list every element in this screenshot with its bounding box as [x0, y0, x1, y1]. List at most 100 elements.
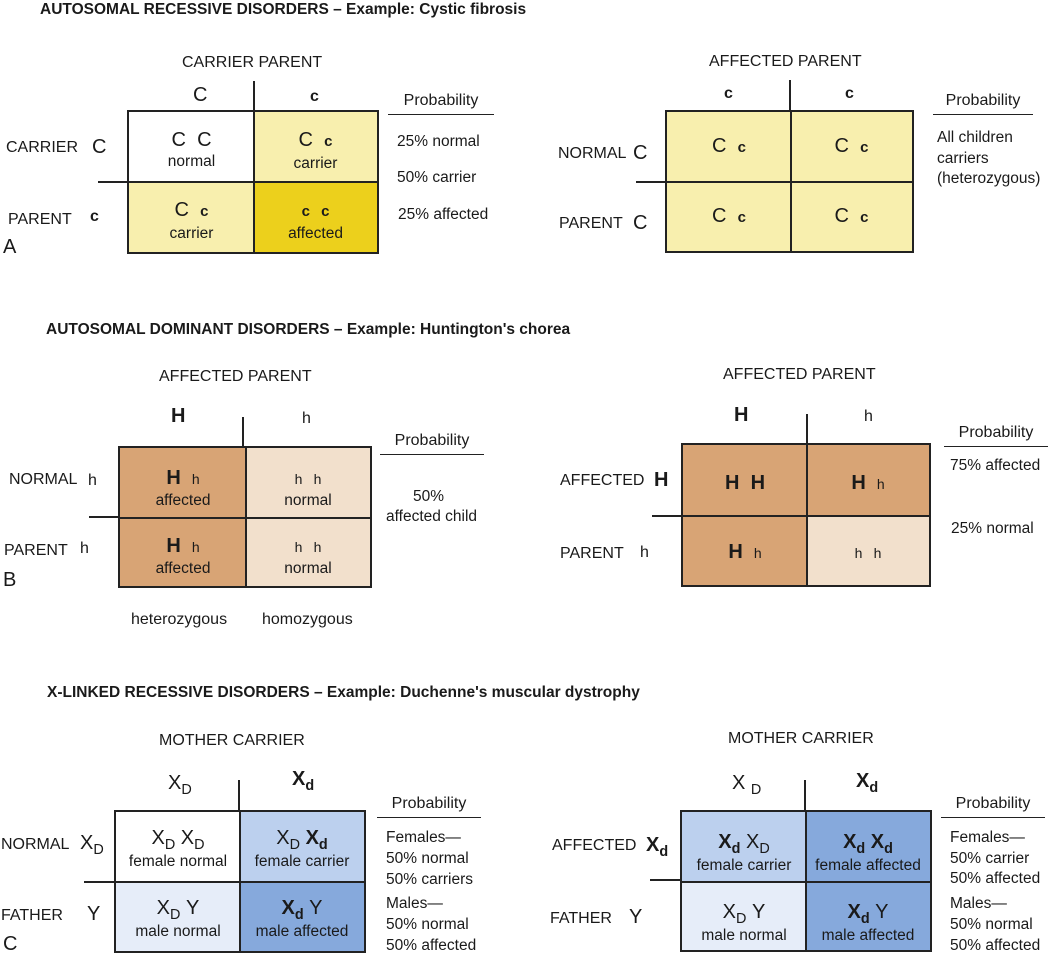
panel-b-letter: B [3, 569, 17, 591]
col-allele-1: C [193, 84, 208, 106]
prob-b-r-1: 75% affected [950, 457, 1041, 474]
prob-b-1: 50% [413, 488, 445, 505]
prob-c-r-f3: 50% affected [950, 870, 1041, 887]
prob-c-r-f2: 50% carrier [950, 850, 1030, 867]
prob-header-b-right: Probability [944, 424, 1048, 447]
col-divider-ext [806, 414, 808, 445]
cell-female-normal: XD XD female normal [116, 812, 240, 882]
col-divider-ext [804, 780, 806, 811]
cell-hh-normal-2: h h normal [246, 518, 370, 586]
prob-a-1: 25% normal [397, 133, 480, 150]
col-allele-2: h [864, 408, 873, 425]
row1-allele: C [633, 142, 648, 164]
prob-c-m1: Males— [386, 895, 443, 912]
row2-allele: Y [87, 903, 101, 925]
prob-c-r-m3: 50% affected [950, 937, 1041, 954]
cell-male-normal: XD Y male normal [682, 882, 806, 950]
cell-hh-normal: h h [807, 516, 929, 585]
row-divider-ext [98, 181, 128, 183]
cell-cc-affected: c c affected [254, 182, 377, 252]
panel-c-letter: C [3, 933, 18, 955]
cell-hh-affected-3: H h [683, 516, 807, 585]
cell-cc-carrier: C c [667, 112, 791, 182]
cell-cc-normal: C C normal [129, 112, 254, 182]
col-allele-1: H [171, 405, 186, 427]
col-divider-ext [238, 780, 240, 811]
col-allele-2: Xd [856, 770, 879, 797]
row2-label: PARENT [4, 542, 68, 559]
homozygous-label: homozygous [262, 611, 353, 628]
prob-header-b-left: Probability [380, 432, 484, 455]
punnett-square-b-right: H H H h H h h h [681, 443, 931, 587]
prob-a-r-2: carriers [937, 150, 989, 167]
affected-parent-header: AFFECTED PARENT [159, 368, 312, 385]
col-allele-2: h [302, 410, 311, 427]
prob-c-m3: 50% affected [386, 937, 477, 954]
row-divider-ext [652, 515, 682, 517]
cell-cc-carrier-2: C c carrier [129, 182, 254, 252]
row1-label: NORMAL [9, 471, 78, 488]
cell-male-affected: Xd Y male affected [806, 882, 930, 950]
row2-label: PARENT [559, 215, 623, 232]
row-divider-ext [84, 881, 116, 883]
prob-a-2: 50% carrier [397, 169, 477, 186]
row1-label: AFFECTED [560, 472, 645, 489]
punnett-square-a-right: C c C c C c C c [665, 110, 914, 253]
prob-a-r-1: All children [937, 129, 1013, 146]
row2-label: FATHER [1, 907, 63, 924]
row1-label: NORMAL [558, 145, 627, 162]
cell-hh-affected: H h affected [120, 448, 246, 518]
col-allele-2: Xd [292, 768, 315, 795]
row2-allele: C [633, 212, 648, 234]
prob-header-a-right: Probability [933, 92, 1033, 115]
cell-male-affected: Xd Y male affected [240, 882, 364, 951]
panel-c-title: X-LINKED RECESSIVE DISORDERS – Example: … [47, 684, 640, 701]
punnett-square-c-left: XD XD female normal XD Xd female carrier… [114, 810, 366, 953]
punnett-square-c-right: Xd XD female carrier Xd Xd female affect… [680, 810, 932, 952]
col-allele-1: X D [732, 772, 762, 799]
cell-hh-affected-2: H h affected [120, 518, 246, 586]
cell-hh-normal: h h normal [246, 448, 370, 518]
prob-c-f2: 50% normal [386, 850, 469, 867]
row1-label: AFFECTED [552, 837, 637, 854]
row-divider-ext [89, 516, 119, 518]
grid-hline [682, 881, 930, 883]
prob-c-f1: Females— [386, 829, 461, 846]
affected-parent-header: AFFECTED PARENT [723, 366, 876, 383]
punnett-square-a-left: C C normal C c carrier C c carrier c c a… [127, 110, 379, 254]
affected-parent-header: AFFECTED PARENT [709, 53, 862, 70]
row1-allele: h [88, 472, 97, 489]
row-divider-ext [650, 879, 682, 881]
prob-header-a-left: Probability [388, 92, 494, 115]
prob-a-3: 25% affected [398, 206, 489, 223]
panel-a-letter: A [3, 236, 17, 258]
row-divider-ext [636, 181, 666, 183]
col-allele-2: c [310, 88, 319, 105]
prob-b-2: affected child [386, 508, 478, 525]
row2-label: PARENT [8, 211, 72, 228]
heterozygous-label: heterozygous [131, 611, 228, 628]
cell-cc-carrier-2: C c [791, 112, 912, 182]
cell-hh-affected-2: H h [807, 445, 929, 516]
prob-c-f3: 50% carriers [386, 871, 473, 888]
mother-carrier-header: MOTHER CARRIER [159, 732, 305, 749]
grid-hline [120, 517, 370, 519]
grid-hline [667, 181, 912, 183]
cell-male-normal: XD Y male normal [116, 882, 240, 951]
row2-label: PARENT [560, 545, 624, 562]
prob-c-r-f1: Females— [950, 829, 1025, 846]
row1-allele: C [92, 136, 107, 158]
row2-allele: Y [629, 906, 643, 928]
prob-c-r-m1: Males— [950, 895, 1007, 912]
prob-b-r-2: 25% normal [951, 520, 1034, 537]
grid-hline [129, 181, 377, 183]
row2-label: FATHER [550, 910, 612, 927]
prob-c-r-m2: 50% normal [950, 916, 1033, 933]
col-allele-1: H [734, 404, 749, 426]
cell-female-carrier: Xd XD female carrier [682, 812, 806, 882]
panel-a-title: AUTOSOMAL RECESSIVE DISORDERS – Example:… [40, 1, 527, 18]
cell-cc-carrier-3: C c [667, 182, 791, 251]
cell-female-carrier: XD Xd female carrier [240, 812, 364, 882]
row2-allele: h [640, 544, 649, 561]
prob-c-m2: 50% normal [386, 916, 469, 933]
